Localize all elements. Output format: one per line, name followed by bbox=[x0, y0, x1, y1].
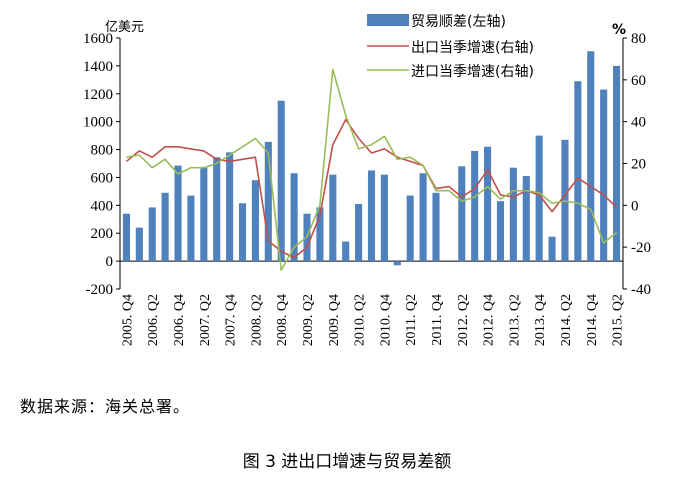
x-tick-label: 2013. Q4 bbox=[533, 294, 548, 346]
left-tick-label: 1400 bbox=[83, 59, 113, 75]
x-tick-label: 2007. Q2 bbox=[198, 294, 213, 346]
bar bbox=[548, 236, 556, 262]
bar bbox=[458, 166, 466, 262]
right-tick-label: 20 bbox=[631, 157, 646, 173]
source-note: 数据来源：海关总署。 bbox=[20, 397, 191, 416]
bar bbox=[496, 201, 505, 262]
bar bbox=[187, 195, 195, 262]
right-axis-unit: % bbox=[612, 22, 626, 38]
legend-label: 进口当季增速(右轴) bbox=[411, 64, 534, 80]
left-tick-label: 1200 bbox=[83, 87, 113, 103]
bar bbox=[277, 100, 285, 262]
x-axis-labels: 2005. Q4 2006. Q2 2006. Q4 2007. Q2 2007. Q4… bbox=[120, 294, 625, 346]
bar bbox=[316, 207, 324, 262]
bar bbox=[393, 261, 401, 266]
bar bbox=[484, 146, 492, 262]
x-tick-label: 2010. Q4 bbox=[378, 294, 393, 346]
right-tick-label: -40 bbox=[631, 282, 651, 298]
bar bbox=[613, 65, 621, 262]
bar bbox=[432, 192, 440, 262]
bar bbox=[264, 141, 272, 262]
x-tick-label: 2012. Q2 bbox=[456, 294, 471, 346]
bar bbox=[574, 81, 582, 262]
x-tick-label: 2007. Q4 bbox=[224, 294, 239, 346]
right-tick-label: 40 bbox=[631, 115, 646, 131]
bar bbox=[406, 195, 414, 262]
right-tick-label: 60 bbox=[631, 73, 646, 89]
x-tick-label: 2009. Q2 bbox=[301, 294, 316, 346]
x-tick-label: 2010. Q2 bbox=[353, 294, 368, 346]
bar bbox=[122, 213, 130, 262]
right-axis: -40 -20 0 20 40 60 80 bbox=[622, 31, 651, 298]
left-tick-label: 200 bbox=[91, 226, 114, 242]
left-axis-unit: 亿美元 bbox=[105, 20, 144, 35]
left-tick-label: 400 bbox=[91, 198, 114, 214]
bar bbox=[509, 167, 517, 262]
bar bbox=[135, 227, 143, 262]
bar bbox=[290, 173, 298, 262]
bar bbox=[226, 152, 234, 262]
x-tick-label: 2014. Q4 bbox=[585, 294, 600, 346]
line-series bbox=[125, 68, 618, 272]
bar bbox=[522, 176, 530, 262]
left-tick-label: 1000 bbox=[83, 115, 113, 131]
x-tick-label: 2014. Q2 bbox=[559, 294, 574, 346]
bar bbox=[200, 167, 208, 262]
legend-label: 出口当季增速(右轴) bbox=[411, 40, 534, 56]
left-tick-label: -200 bbox=[86, 282, 114, 298]
bar bbox=[161, 192, 169, 262]
figure-caption: 图 3 进出口增速与贸易差额 bbox=[242, 452, 452, 472]
bar bbox=[174, 165, 182, 262]
left-tick-label: 0 bbox=[106, 254, 114, 270]
legend: 贸易顺差(左轴) 出口当季增速(右轴) 进口当季增速(右轴) bbox=[367, 14, 534, 80]
bar bbox=[148, 207, 156, 262]
series-line bbox=[125, 118, 618, 259]
series-line bbox=[126, 68, 618, 272]
bar bbox=[367, 170, 376, 262]
x-tick-label: 2008. Q4 bbox=[275, 294, 290, 346]
right-tick-label: 80 bbox=[631, 31, 646, 47]
bar bbox=[471, 150, 479, 262]
x-tick-label: 2008. Q2 bbox=[249, 294, 264, 346]
left-tick-label: 600 bbox=[91, 170, 114, 186]
bar bbox=[600, 89, 608, 262]
bar bbox=[380, 174, 388, 262]
left-tick-label: 1600 bbox=[83, 31, 113, 47]
x-tick-label: 2013. Q2 bbox=[507, 294, 522, 346]
x-tick-label: 2015. Q2 bbox=[611, 294, 626, 346]
legend-label: 贸易顺差(左轴) bbox=[411, 14, 506, 30]
x-tick-label: 2009. Q4 bbox=[327, 294, 342, 346]
bar bbox=[535, 135, 543, 262]
x-tick-label: 2012. Q4 bbox=[482, 294, 497, 346]
left-tick-label: 800 bbox=[91, 143, 114, 159]
bar bbox=[213, 157, 221, 262]
x-tick-label: 2005. Q4 bbox=[120, 294, 135, 346]
right-tick-label: -20 bbox=[631, 240, 651, 256]
bar-series bbox=[122, 51, 621, 266]
bar bbox=[329, 174, 337, 262]
bar bbox=[587, 51, 595, 262]
bar bbox=[355, 203, 363, 262]
bar bbox=[342, 241, 350, 262]
right-tick-label: 0 bbox=[631, 198, 639, 214]
bar bbox=[419, 173, 427, 262]
x-tick-label: 2011. Q2 bbox=[404, 294, 419, 346]
x-tick-label: 2006. Q2 bbox=[146, 294, 161, 346]
x-tick-label: 2006. Q4 bbox=[172, 294, 187, 346]
bar bbox=[251, 180, 259, 262]
bar bbox=[238, 203, 247, 262]
legend-swatch bbox=[367, 14, 409, 26]
x-tick-label: 2011. Q4 bbox=[430, 294, 445, 346]
